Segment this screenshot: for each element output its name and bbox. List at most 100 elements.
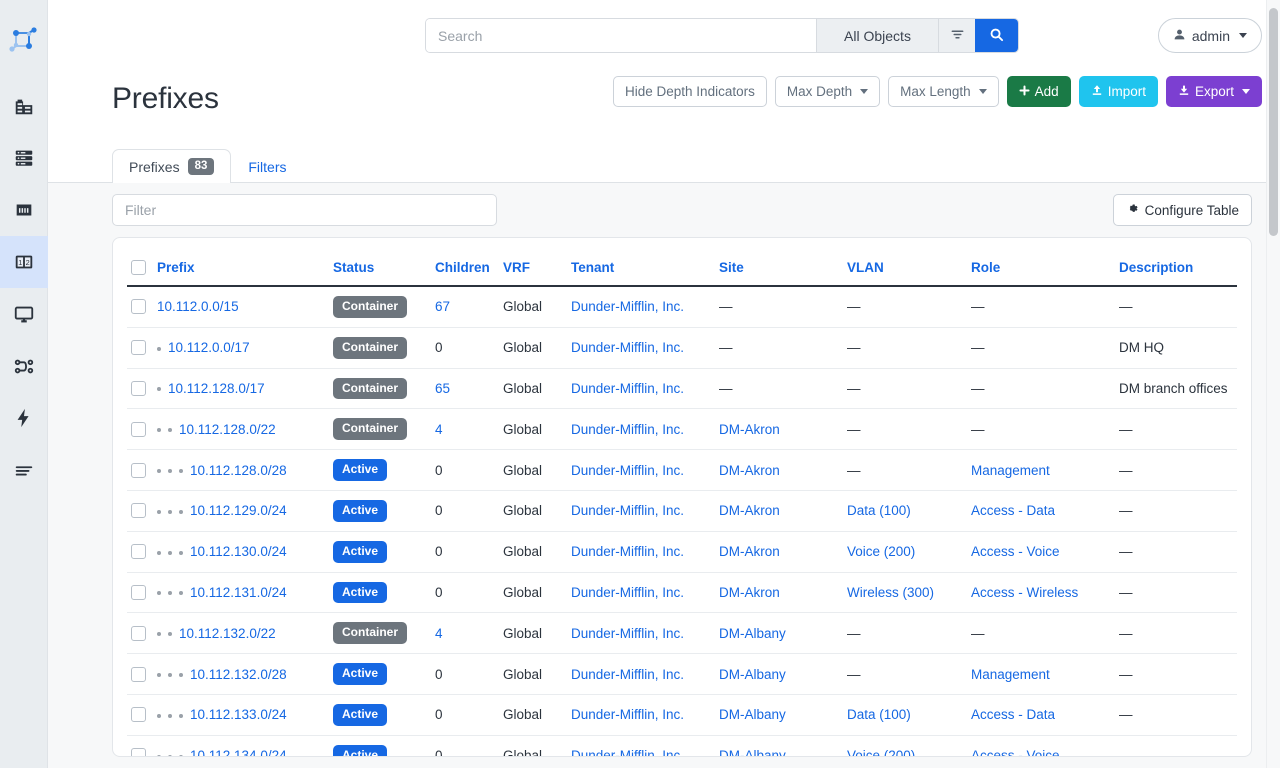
column-header-tenant[interactable]: Tenant (567, 254, 715, 287)
children-count[interactable]: 67 (435, 299, 451, 315)
prefix-link[interactable]: 10.112.132.0/22 (179, 625, 276, 641)
tenant-value[interactable]: Dunder-Mifflin, Inc. (571, 421, 685, 437)
site-value[interactable]: DM-Akron (719, 462, 780, 478)
tenant-value[interactable]: Dunder-Mifflin, Inc. (571, 707, 685, 723)
vlan-value[interactable]: Voice (200) (847, 748, 916, 757)
prefix-link[interactable]: 10.112.132.0/28 (190, 666, 287, 682)
children-count[interactable]: 65 (435, 380, 451, 396)
row-select-checkbox[interactable] (131, 707, 146, 723)
tenant-value[interactable]: Dunder-Mifflin, Inc. (571, 666, 685, 682)
tenant-value[interactable]: Dunder-Mifflin, Inc. (571, 584, 685, 600)
search-filter-button[interactable] (938, 19, 975, 52)
row-select-checkbox[interactable] (131, 380, 146, 396)
page-scrollbar-track[interactable] (1266, 0, 1280, 768)
add-button[interactable]: Add (1006, 76, 1071, 107)
max-depth-dropdown[interactable]: Max Depth (774, 76, 881, 107)
site-value[interactable]: DM-Akron (719, 544, 780, 560)
sidebar-item-other[interactable] (0, 444, 48, 496)
user-menu-button[interactable]: admin (1157, 18, 1262, 53)
site-value[interactable]: DM-Albany (719, 625, 786, 641)
configure-table-button[interactable]: Configure Table (1112, 194, 1252, 226)
prefix-link[interactable]: 10.112.134.0/24 (190, 748, 287, 757)
site-value[interactable]: DM-Albany (719, 748, 786, 757)
tenant-value[interactable]: Dunder-Mifflin, Inc. (571, 462, 685, 478)
role-value[interactable]: Access - Data (971, 707, 1056, 723)
search-submit-button[interactable] (975, 19, 1018, 52)
page-scrollbar-thumb[interactable] (1269, 8, 1278, 236)
role-value[interactable]: Management (971, 462, 1050, 478)
tenant-value[interactable]: Dunder-Mifflin, Inc. (571, 748, 685, 757)
row-select-checkbox[interactable] (131, 625, 146, 641)
row-select-checkbox[interactable] (131, 666, 146, 682)
row-select-checkbox[interactable] (131, 503, 146, 519)
search-scope-dropdown[interactable]: All Objects (816, 19, 938, 52)
tenant-value[interactable]: Dunder-Mifflin, Inc. (571, 340, 685, 356)
prefix-link[interactable]: 10.112.128.0/17 (168, 380, 265, 396)
tab-prefixes[interactable]: Prefixes 83 (112, 149, 232, 183)
filter-input[interactable] (112, 194, 497, 226)
select-all-checkbox[interactable] (131, 260, 146, 275)
prefix-link[interactable]: 10.112.131.0/24 (190, 584, 287, 600)
vlan-value: — (847, 666, 861, 682)
site-value[interactable]: DM-Akron (719, 584, 780, 600)
prefix-link[interactable]: 10.112.0.0/17 (168, 340, 250, 356)
tenant-value[interactable]: Dunder-Mifflin, Inc. (571, 299, 685, 315)
tenant-value[interactable]: Dunder-Mifflin, Inc. (571, 625, 685, 641)
export-button[interactable]: Export (1165, 76, 1262, 107)
sidebar-item-power[interactable] (0, 392, 48, 444)
tenant-value[interactable]: Dunder-Mifflin, Inc. (571, 380, 685, 396)
site-value[interactable]: DM-Akron (719, 503, 780, 519)
role-value[interactable]: Access - Voice (971, 544, 1060, 560)
sidebar-item-netbox-logo[interactable] (0, 0, 48, 80)
column-header-vrf[interactable]: VRF (499, 254, 567, 287)
import-button[interactable]: Import (1078, 76, 1158, 107)
children-count[interactable]: 4 (435, 421, 443, 437)
tenant-cell: Dunder-Mifflin, Inc. (567, 408, 715, 451)
column-header-children[interactable]: Children (431, 254, 499, 287)
sidebar-item-virtualization[interactable] (0, 288, 48, 340)
row-select-checkbox[interactable] (131, 299, 146, 315)
vlan-value[interactable]: Wireless (300) (847, 584, 935, 600)
tenant-value[interactable]: Dunder-Mifflin, Inc. (571, 503, 685, 519)
row-select-checkbox[interactable] (131, 544, 146, 560)
role-value[interactable]: Access - Voice (971, 748, 1060, 757)
site-value[interactable]: DM-Albany (719, 666, 786, 682)
tenant-value[interactable]: Dunder-Mifflin, Inc. (571, 544, 685, 560)
sidebar-item-circuits[interactable] (0, 340, 48, 392)
sidebar-item-devices[interactable] (0, 132, 48, 184)
site-value[interactable]: DM-Akron (719, 421, 780, 437)
row-select-checkbox[interactable] (131, 340, 146, 356)
prefix-link[interactable]: 10.112.128.0/22 (179, 421, 276, 437)
role-value[interactable]: Access - Data (971, 503, 1056, 519)
row-select-checkbox[interactable] (131, 748, 146, 756)
prefix-link[interactable]: 10.112.133.0/24 (190, 707, 287, 723)
row-select-checkbox[interactable] (131, 421, 146, 437)
children-count[interactable]: 4 (435, 625, 443, 641)
column-header-site[interactable]: Site (715, 254, 843, 287)
sidebar-item-organization[interactable] (0, 80, 48, 132)
row-select-checkbox[interactable] (131, 462, 146, 478)
column-header-prefix[interactable]: Prefix (153, 254, 329, 287)
role-value[interactable]: Access - Wireless (971, 584, 1079, 600)
row-select-checkbox[interactable] (131, 584, 146, 600)
prefix-link[interactable]: 10.112.130.0/24 (190, 544, 287, 560)
sidebar-item-ipam[interactable]: 1 2 (0, 236, 48, 288)
prefix-link[interactable]: 10.112.0.0/15 (157, 299, 239, 315)
role-value[interactable]: Management (971, 666, 1050, 682)
vlan-value[interactable]: Data (100) (847, 503, 911, 519)
search-input[interactable] (426, 19, 816, 52)
column-header-description[interactable]: Description (1115, 254, 1237, 287)
prefix-cell: 10.112.129.0/24 (153, 490, 329, 532)
column-header-vlan[interactable]: VLAN (843, 254, 967, 287)
max-length-dropdown[interactable]: Max Length (888, 76, 999, 107)
hide-depth-indicators-button[interactable]: Hide Depth Indicators (613, 76, 767, 107)
column-header-status[interactable]: Status (329, 254, 431, 287)
tab-filters[interactable]: Filters (231, 149, 303, 183)
sidebar-item-connections[interactable] (0, 184, 48, 236)
prefix-link[interactable]: 10.112.129.0/24 (190, 503, 287, 519)
site-value[interactable]: DM-Albany (719, 707, 786, 723)
prefix-link[interactable]: 10.112.128.0/28 (190, 462, 287, 478)
vlan-value[interactable]: Data (100) (847, 707, 911, 723)
column-header-role[interactable]: Role (967, 254, 1115, 287)
vlan-value[interactable]: Voice (200) (847, 544, 916, 560)
